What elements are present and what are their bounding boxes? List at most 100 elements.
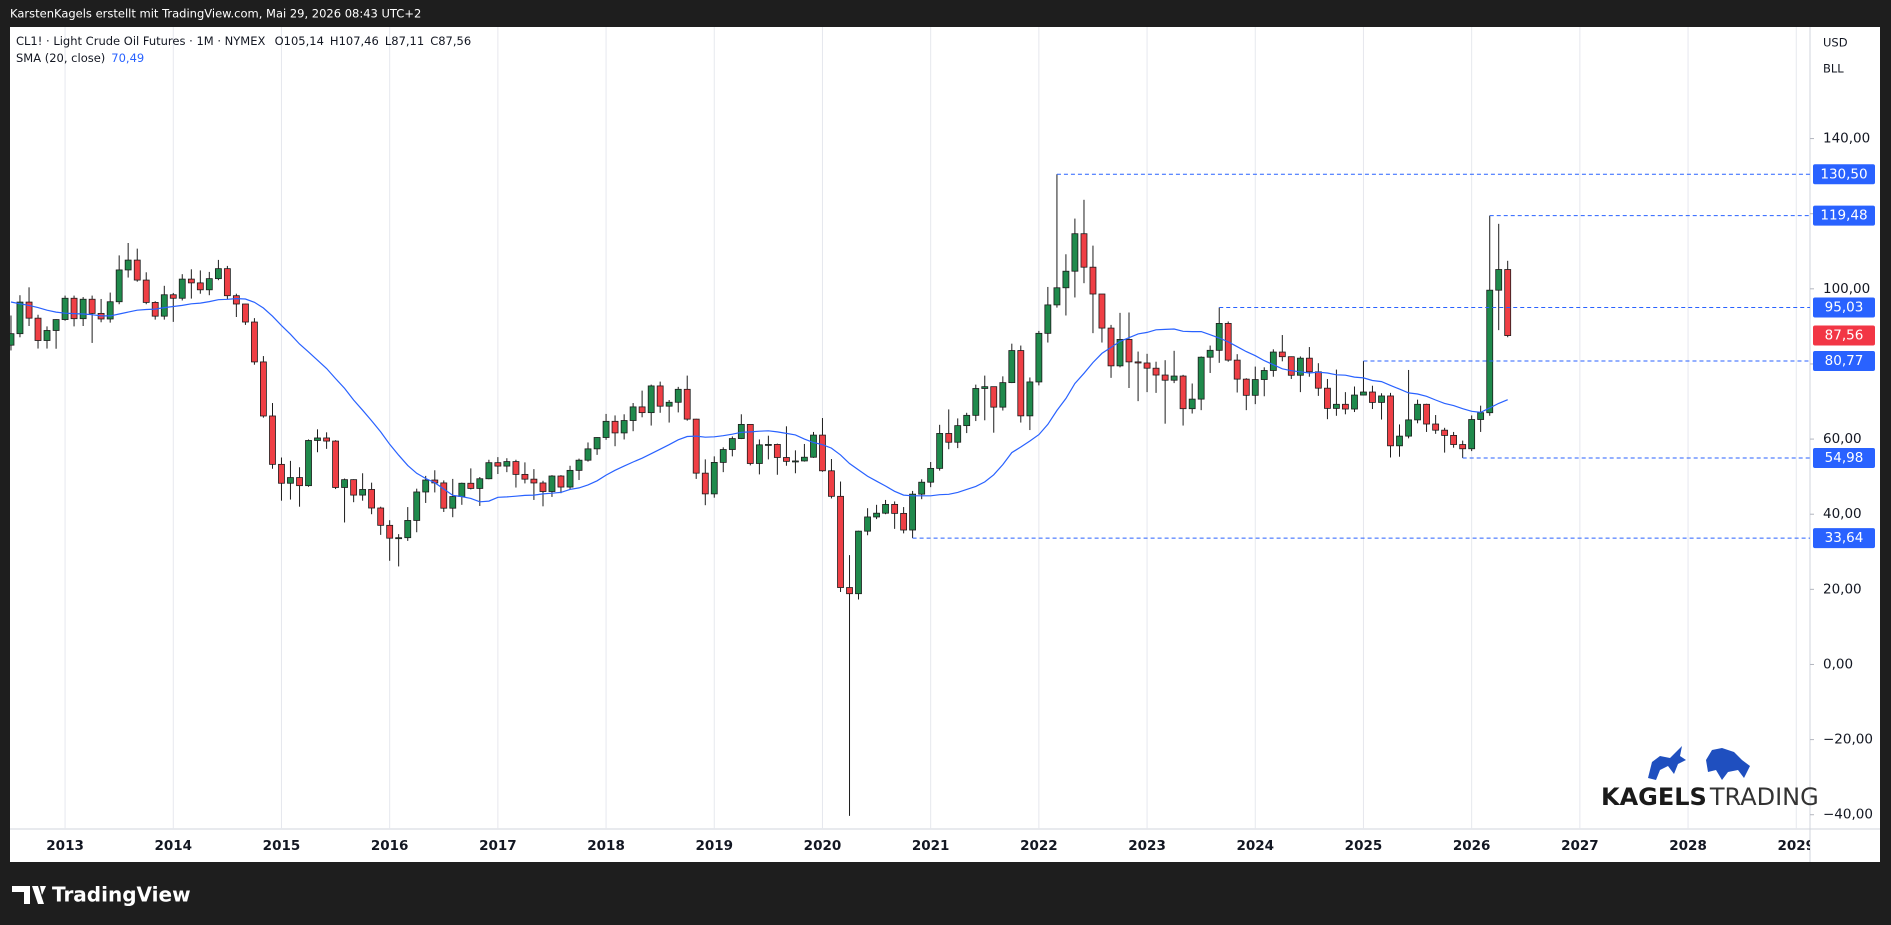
candle-body <box>1450 435 1457 445</box>
candle-body <box>701 472 709 495</box>
x-tick-label: 2026 <box>1453 838 1491 854</box>
candle-body <box>1495 269 1503 291</box>
candle-body <box>485 462 493 480</box>
candle-body <box>1378 395 1385 403</box>
candle-body <box>1423 403 1430 425</box>
candle-body <box>566 469 574 488</box>
y-tick-label: 60,00 <box>1823 431 1862 447</box>
x-tick-label: 2023 <box>1128 838 1166 854</box>
candle-body <box>548 475 556 492</box>
candle-body <box>1414 403 1421 421</box>
last-price-label: 87,56 <box>1825 328 1864 344</box>
x-tick-label: 2014 <box>154 838 192 854</box>
candle-body <box>1305 357 1313 373</box>
candle-body <box>332 440 339 488</box>
candle-body <box>1314 371 1322 389</box>
candle-body <box>611 420 619 434</box>
candle-body <box>386 524 394 539</box>
footer-logo: TradingView <box>52 883 191 907</box>
x-tick-label: 2027 <box>1561 838 1599 854</box>
candle-body <box>620 420 628 434</box>
ohlc-value: 87,11 <box>391 34 424 48</box>
candle-body <box>656 385 664 407</box>
candle-body <box>810 434 817 458</box>
y-tick-label: −20,00 <box>1823 732 1873 748</box>
x-tick-label: 2017 <box>479 838 517 854</box>
candle-body <box>1035 332 1043 383</box>
candle-body <box>1324 387 1331 409</box>
candle-body <box>746 423 754 464</box>
x-tick-label: 2022 <box>1020 838 1058 854</box>
ohlc-key: C <box>430 34 438 48</box>
candle-body <box>1179 375 1187 410</box>
candle-body <box>512 461 520 475</box>
candle-body <box>34 317 42 341</box>
candle-body <box>981 386 989 389</box>
candle-body <box>232 295 240 305</box>
candle-body <box>124 259 132 271</box>
candle-body <box>377 507 385 526</box>
candle-body <box>269 415 276 465</box>
candle-body <box>196 282 204 291</box>
candle-body <box>287 477 294 484</box>
candle-body <box>296 477 303 487</box>
watermark: KAGELS TRADING <box>1601 746 1819 811</box>
candle-body <box>800 456 808 462</box>
candle-body <box>52 319 60 331</box>
candle-body <box>990 386 998 408</box>
y-tick-label: −40,00 <box>1823 807 1873 823</box>
candle-body <box>1486 289 1494 414</box>
candle-body <box>539 482 547 492</box>
bull-icon <box>1648 746 1686 780</box>
level-label-box <box>1813 164 1875 185</box>
indicator-legend: SMA (20, close) 70,49 <box>16 51 144 65</box>
unit: BLL <box>1823 62 1844 76</box>
level-label: 95,03 <box>1825 299 1864 315</box>
candle-body <box>395 537 403 540</box>
ohlc-value: 87,56 <box>438 34 471 48</box>
candle-body <box>1143 362 1151 369</box>
candle-body <box>710 462 718 495</box>
candle-body <box>251 321 258 363</box>
y-tick-label: 0,00 <box>1823 656 1853 672</box>
level-label: 54,98 <box>1825 450 1864 466</box>
candle-body <box>846 587 853 595</box>
candle-body <box>314 437 321 441</box>
ohlc-key: O <box>275 34 284 48</box>
candle-body <box>1017 350 1025 417</box>
footer-logo-icon <box>12 886 46 904</box>
candle-body <box>169 294 177 299</box>
price-levels: 130,50 119,48 95,03 80,77 54,98 33,64 87,56 <box>1813 164 1875 549</box>
candle-body <box>115 269 123 303</box>
candle-body <box>918 481 926 495</box>
candle-body <box>683 388 691 420</box>
candle-body <box>1206 349 1214 358</box>
candle-body <box>764 444 772 446</box>
candle-body <box>1161 374 1169 381</box>
candle-body <box>88 298 96 314</box>
candle-body <box>629 406 637 421</box>
candle-body <box>1026 381 1034 417</box>
candle-body <box>521 473 529 480</box>
watermark-text: KAGELS TRADING <box>1601 783 1819 811</box>
candle-body <box>476 478 484 489</box>
candle-body <box>1242 378 1250 396</box>
candle-body <box>350 479 358 496</box>
candle-body <box>1369 391 1376 403</box>
candle-body <box>1333 403 1340 409</box>
candle-body <box>1116 339 1124 367</box>
level-label-box <box>1813 297 1875 318</box>
x-tick-label: 2028 <box>1669 838 1707 854</box>
candle-body <box>187 278 195 284</box>
candle-body <box>16 301 24 335</box>
x-tick-label: 2015 <box>263 838 301 854</box>
candle-body <box>584 448 592 461</box>
candle-body <box>133 259 141 281</box>
level-label-box <box>1813 205 1875 226</box>
candle-body <box>1125 339 1133 363</box>
candle-body <box>368 489 376 509</box>
candle-body <box>413 491 421 521</box>
chart-panel <box>10 27 1880 862</box>
candle-body <box>214 268 222 280</box>
